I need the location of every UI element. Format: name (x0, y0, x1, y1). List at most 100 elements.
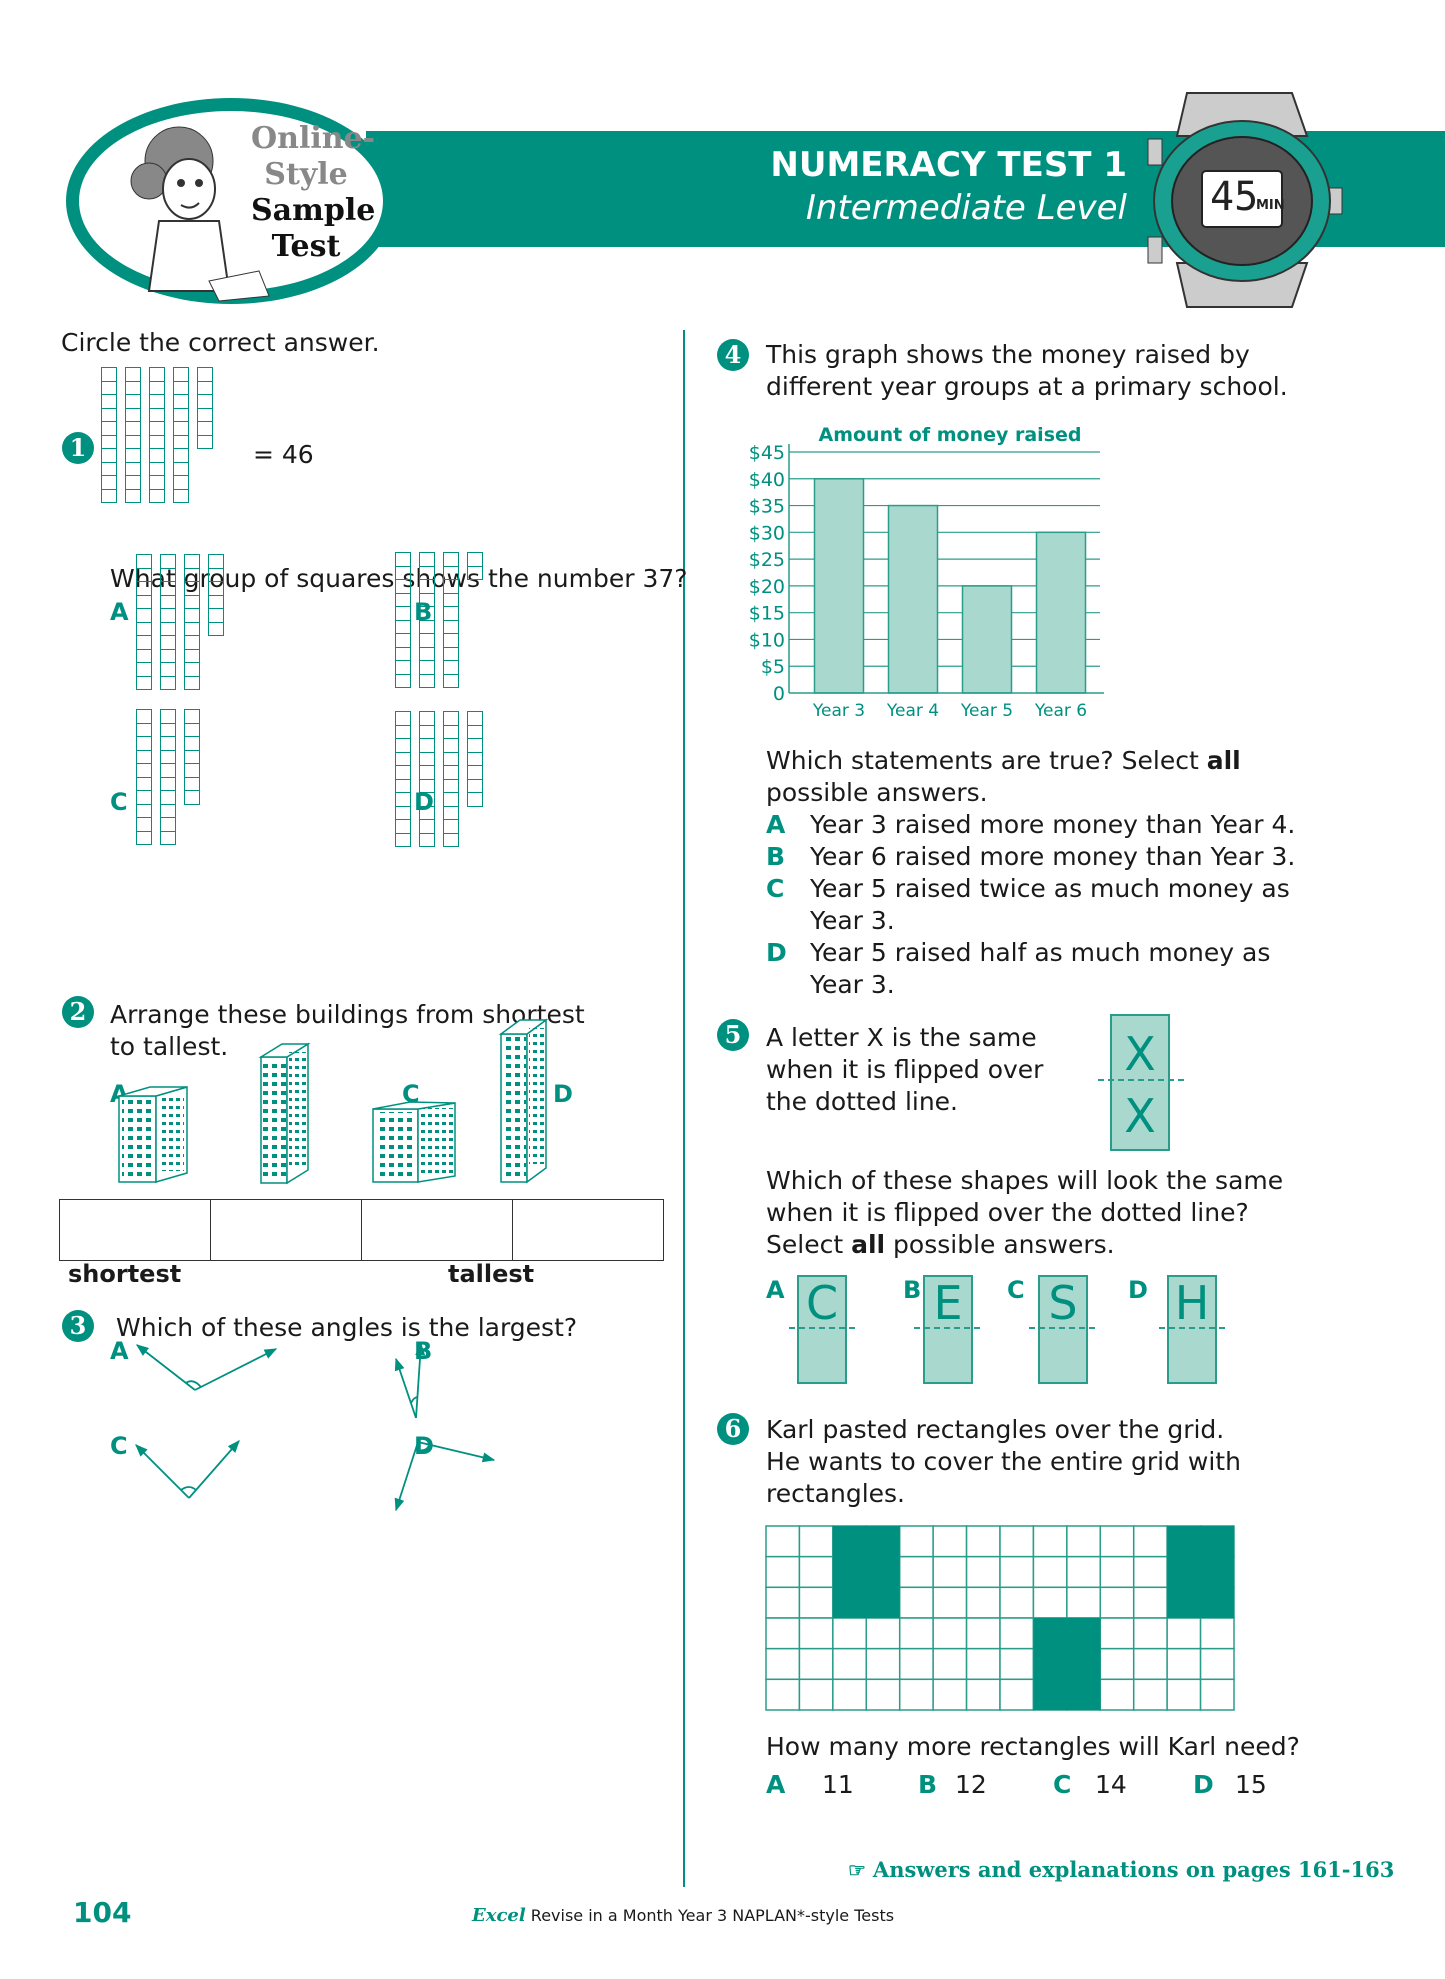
unit-square (137, 818, 151, 832)
unit-square (396, 753, 410, 766)
unit-square (444, 553, 458, 567)
tens-column (136, 709, 152, 845)
unit-square (468, 726, 482, 739)
q5-option-a-shape[interactable]: C (797, 1275, 847, 1384)
unit-square (102, 395, 116, 409)
unit-square (396, 594, 410, 607)
q6-option-label[interactable]: B (918, 1770, 938, 1799)
q5-option-c-shape[interactable]: S (1038, 1275, 1088, 1384)
unit-square (185, 737, 199, 751)
statement-label[interactable]: B (766, 842, 786, 871)
q6-option-value[interactable]: 11 (822, 1770, 854, 1799)
q6-option-value[interactable]: 14 (1095, 1770, 1127, 1799)
tens-column (149, 367, 165, 503)
statement-label[interactable]: D (766, 938, 787, 967)
unit-square (396, 820, 410, 834)
q5-option-d-shape[interactable]: H (1167, 1275, 1217, 1384)
unit-square (420, 648, 434, 661)
bar-chart: Amount of money raised 0 $5 $10 $15 $20 $25 $30… (749, 424, 1104, 721)
answers-link[interactable]: ☞ Answers and explanations on pages 161-… (848, 1854, 1394, 1886)
q6-option-label[interactable]: D (1193, 1770, 1214, 1799)
grid-cell (898, 1647, 934, 1681)
q2-question-line2: to tallest. (110, 1032, 229, 1061)
unit-square (444, 780, 458, 793)
statement-text[interactable]: Year 3. (810, 906, 895, 935)
angle-d[interactable] (394, 1441, 496, 1512)
q5-select-emphasis: all (851, 1230, 886, 1259)
q6-option-label[interactable]: C (1053, 1770, 1072, 1799)
unit-square (102, 409, 116, 422)
q5-text-line: the dotted line. (766, 1087, 959, 1116)
angle-c[interactable] (135, 1440, 240, 1499)
unit-square (468, 780, 482, 793)
q6-option-value[interactable]: 12 (955, 1770, 987, 1799)
stopwatch-icon: 45 MIN (1142, 91, 1348, 309)
answer-box-4[interactable] (512, 1199, 664, 1261)
ones-column (184, 709, 200, 805)
logo-line: Sample (251, 193, 376, 228)
x-tick-label: Year 3 (812, 701, 865, 721)
angle-b[interactable] (394, 1342, 426, 1419)
q1-option-d-label[interactable]: D (414, 788, 434, 816)
grid-cell (898, 1555, 934, 1589)
grid-cell (932, 1647, 968, 1681)
q1-option-b-label[interactable]: B (414, 598, 433, 626)
grid-cell (832, 1617, 868, 1650)
q6-option-label[interactable]: A (766, 1770, 786, 1799)
unit-square (468, 739, 482, 753)
tens-column (184, 554, 200, 690)
q5-option-d-label[interactable]: D (1128, 1276, 1148, 1304)
grid-cell (1199, 1647, 1235, 1681)
grid-cell (798, 1525, 834, 1558)
statement-label[interactable]: C (766, 874, 785, 903)
statement-text[interactable]: Year 3. (810, 970, 895, 999)
unit-square (444, 648, 458, 661)
unit-square (185, 663, 199, 677)
grid-cell (965, 1678, 1001, 1711)
tens-column (395, 711, 411, 847)
statement-label[interactable]: A (766, 810, 786, 839)
q3-question: Which of these angles is the largest? (116, 1313, 578, 1342)
unit-square (396, 567, 410, 580)
unit-square (150, 395, 164, 409)
q3-option-d-label[interactable]: D (414, 1432, 434, 1460)
unit-square (420, 634, 434, 648)
statement-text[interactable]: Year 3 raised more money than Year 4. (810, 810, 1296, 839)
statement-text[interactable]: Year 6 raised more money than Year 3. (810, 842, 1296, 871)
unit-square (396, 739, 410, 753)
tens-column (395, 552, 411, 688)
unit-square (396, 712, 410, 726)
statement-text[interactable]: Year 5 raised half as much money as (810, 938, 1271, 967)
q3-option-a-label[interactable]: A (110, 1337, 129, 1365)
q5-option-a-label[interactable]: A (766, 1276, 785, 1304)
unit-square (209, 569, 223, 582)
student-illustration-icon (130, 126, 270, 302)
logo-line: Style (264, 157, 348, 192)
q6-option-value[interactable]: 15 (1235, 1770, 1267, 1799)
question-number-badge: 4 (717, 339, 749, 371)
angle-a[interactable] (136, 1344, 278, 1391)
angles[interactable] (0, 0, 700, 1600)
unit-square (126, 382, 140, 395)
q3-option-c-label[interactable]: C (110, 1432, 128, 1460)
ones-column (197, 367, 213, 449)
grid-cell (898, 1678, 934, 1711)
bar (887, 504, 939, 694)
q4-question-line1: This graph shows the money raised by (766, 340, 1250, 369)
unit-square (137, 764, 151, 778)
unit-square (102, 368, 116, 382)
grid-cell (999, 1586, 1035, 1619)
q5-option-b-shape[interactable]: E (923, 1275, 973, 1384)
statement-text[interactable]: Year 5 raised twice as much money as (810, 874, 1290, 903)
q1-option-c-label[interactable]: C (110, 788, 128, 816)
x-tick-label: Year 4 (886, 701, 939, 721)
q5-option-b-label[interactable]: B (903, 1276, 922, 1304)
q1-option-a-label[interactable]: A (110, 598, 129, 626)
unit-square (444, 712, 458, 726)
unit-square (161, 650, 175, 663)
ones-column (208, 554, 224, 636)
q5-option-c-label[interactable]: C (1007, 1276, 1025, 1304)
y-tick-label: $10 (749, 629, 785, 651)
unit-square (102, 476, 116, 490)
unit-square (174, 436, 188, 449)
